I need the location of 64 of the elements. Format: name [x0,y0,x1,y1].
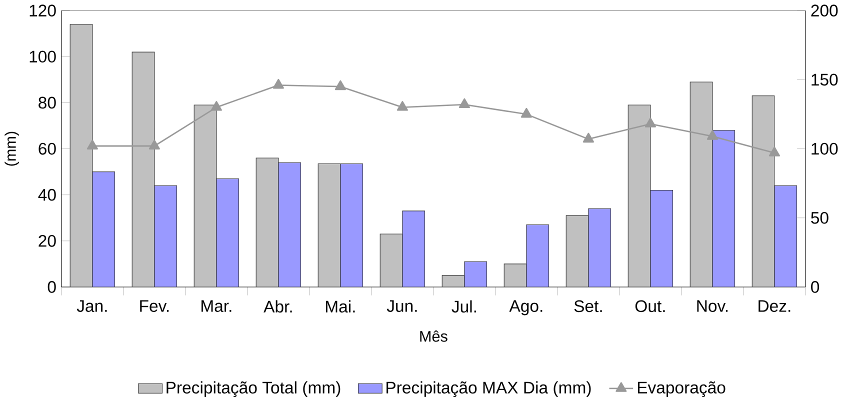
y-tick-label: 20 [38,234,56,247]
x-tick-label: Dez. [758,300,790,312]
x-tick-label: Nov. [697,300,728,312]
bar [92,171,116,287]
x-tick-label: Jun. [386,300,417,312]
x-tick-label: Abr. [264,300,292,313]
bar [132,52,155,287]
bar [690,82,713,287]
bar [318,163,341,287]
legend-label: Evaporação [638,381,726,397]
x-tick-label: Out. [635,300,665,312]
point [768,146,780,156]
bar [712,130,736,287]
bar [154,185,178,287]
y2-tick-label: 0 [811,281,820,293]
y-tick-label: 0 [48,281,56,293]
y2-tick-label: 150 [812,74,838,86]
bar [774,185,798,287]
y-tick-label: 60 [38,142,56,155]
point [644,118,656,128]
point [86,140,98,150]
y2-tick-label: 50 [811,212,828,224]
point [458,98,470,108]
bar [526,224,550,287]
point [210,100,222,111]
bar [340,163,364,287]
bar [504,264,527,287]
y-tick-label: 100 [30,50,56,63]
bar [628,104,651,287]
point [520,108,532,118]
point [272,78,284,89]
bar [216,178,240,287]
point [582,132,594,143]
point [148,140,160,150]
point [706,130,718,140]
legend-label: Precipitação MAX Dia (mm) [386,381,591,397]
point [334,80,346,90]
bar [278,162,302,287]
x-tick-label: Mai. [326,300,355,313]
y2-tick-label: 100 [812,142,838,155]
bar [194,104,217,287]
x-tick-label: Jul. [452,300,476,313]
x-axis-title: Mês [420,330,448,342]
y-tick-label: 120 [30,4,56,16]
x-tick-label: Fev. [140,300,169,312]
bar [650,190,674,287]
x-tick-label: Set. [574,300,602,312]
bar [566,215,589,287]
bar [588,208,612,287]
bar [256,158,279,287]
point [396,100,408,111]
bar [464,261,488,287]
y-axis-title: (mm) [4,132,19,166]
x-tick-label: Jan. [76,300,107,312]
bar [380,234,403,287]
x-tick-label: Mar. [202,300,232,312]
legend-label: Precipitação Total (mm) [166,381,340,397]
bar [752,95,775,287]
y2-tick-label: 200 [811,4,838,16]
y-tick-label: 80 [38,96,56,109]
bar [402,210,426,287]
bar [70,24,93,287]
x-tick-label: Ago. [509,300,542,316]
y-tick-label: 40 [38,188,56,201]
